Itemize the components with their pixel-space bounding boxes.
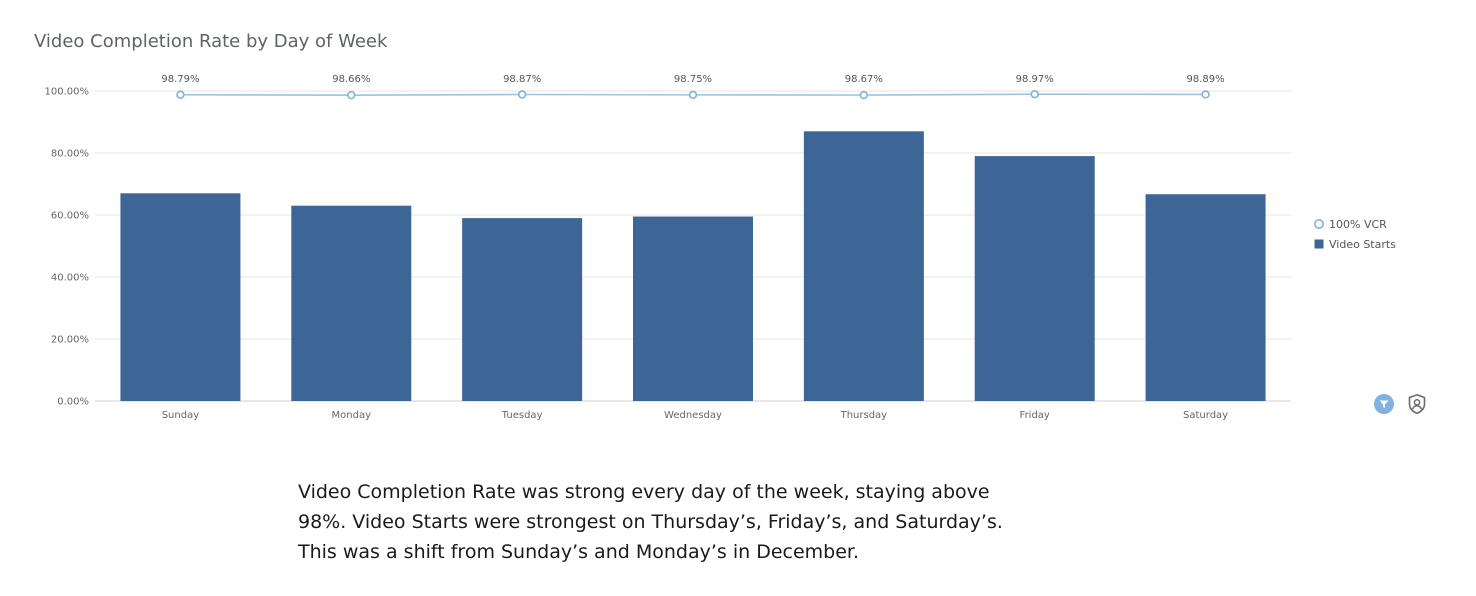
x-tick-label: Monday (332, 410, 372, 421)
line-point (347, 90, 356, 100)
bar (1145, 194, 1266, 401)
y-tick-label: 0.00% (57, 397, 89, 408)
line-point (1201, 90, 1210, 99)
line-layer (176, 89, 1210, 100)
x-tick-label: Thursday (840, 410, 888, 421)
line-point (688, 90, 698, 100)
legend-label: 100% VCR (1329, 218, 1387, 231)
commentary: Video Completion Rate was strong every d… (298, 477, 1298, 567)
line-point (176, 90, 185, 99)
data-label: 98.66% (332, 74, 370, 85)
user-shield-icon[interactable] (1406, 393, 1428, 415)
legend: 100% VCR Video Starts (1314, 218, 1396, 251)
data-label: 98.75% (674, 74, 712, 85)
commentary-line: 98%. Video Starts were strongest on Thur… (298, 511, 1003, 533)
y-tick-label: 80.00% (51, 149, 89, 160)
bar-layer (120, 131, 1266, 402)
legend-label: Video Starts (1329, 238, 1396, 251)
chart-title: Video Completion Rate by Day of Week (34, 31, 388, 52)
bar (803, 131, 924, 402)
data-label: 98.87% (503, 74, 541, 85)
y-tick-label: 60.00% (51, 211, 89, 222)
data-label: 98.67% (845, 74, 883, 85)
data-label: 98.89% (1187, 74, 1225, 85)
x-tick-label: Friday (1020, 410, 1050, 421)
line-point (1030, 89, 1039, 99)
filter-icon[interactable] (1373, 393, 1395, 415)
bar (120, 193, 241, 401)
x-tick-label: Wednesday (664, 410, 722, 421)
commentary-line: This was a shift from Sunday’s and Monda… (298, 541, 860, 563)
bar (462, 218, 583, 401)
legend-marker-vcr (1314, 219, 1325, 230)
bar (291, 205, 412, 401)
commentary-line: Video Completion Rate was strong every d… (298, 481, 990, 503)
x-tick-label: Tuesday (501, 410, 543, 421)
label-layer: 0.00% 20.00% 40.00% 60.00% 80.00% 100.00% Sund… (45, 74, 1229, 421)
y-tick-label: 100.00% (45, 87, 90, 98)
line-point (859, 90, 869, 100)
y-tick-label: 40.00% (51, 273, 89, 284)
line-point (517, 90, 527, 99)
bar (633, 216, 753, 401)
legend-marker-starts (1314, 239, 1324, 249)
x-tick-label: Sunday (162, 410, 199, 421)
bar (974, 156, 1095, 401)
data-label: 98.97% (1016, 74, 1054, 85)
x-tick-label: Saturday (1183, 410, 1228, 421)
y-tick-label: 20.00% (51, 335, 89, 346)
data-label: 98.79% (161, 74, 199, 85)
